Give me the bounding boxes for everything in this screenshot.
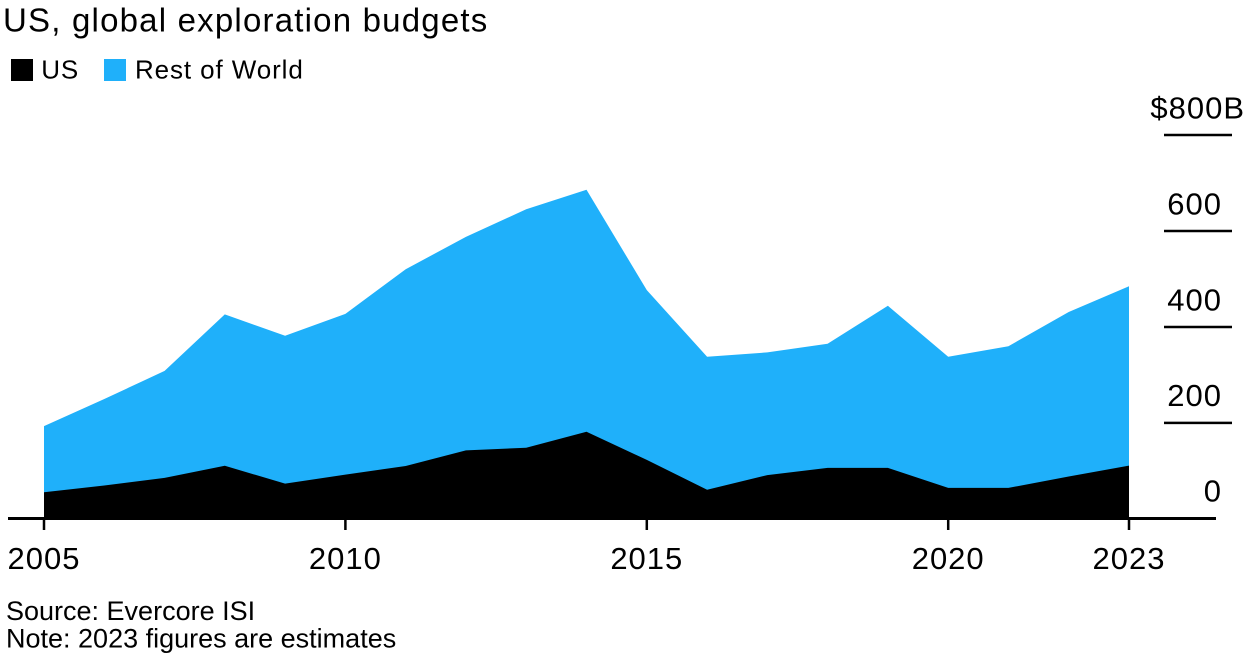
svg-text:$800B: $800B (1150, 90, 1245, 125)
svg-text:Source: Evercore ISI: Source: Evercore ISI (6, 596, 255, 626)
svg-text:Note: 2023 figures are estimat: Note: 2023 figures are estimates (6, 624, 396, 654)
svg-text:US: US (41, 55, 79, 85)
svg-text:2020: 2020 (912, 541, 985, 576)
svg-text:Rest of World: Rest of World (135, 55, 304, 85)
svg-text:2005: 2005 (8, 541, 81, 576)
svg-text:0: 0 (1204, 474, 1221, 509)
svg-text:2023: 2023 (1093, 541, 1166, 576)
svg-text:2010: 2010 (309, 541, 382, 576)
svg-text:US, global exploration budgets: US, global exploration budgets (3, 1, 488, 38)
svg-text:200: 200 (1167, 378, 1222, 413)
svg-text:2015: 2015 (610, 541, 683, 576)
svg-text:400: 400 (1167, 282, 1222, 317)
svg-text:600: 600 (1167, 186, 1222, 221)
